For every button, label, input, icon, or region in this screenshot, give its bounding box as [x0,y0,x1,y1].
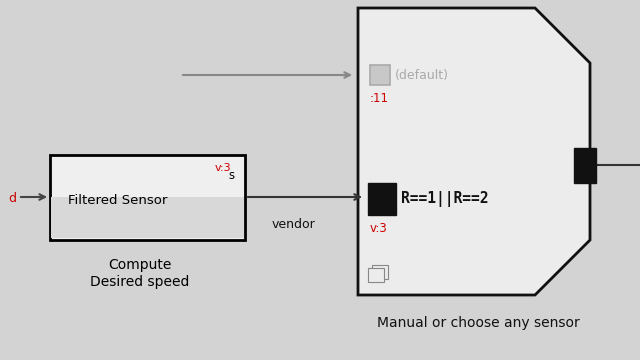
Bar [368,183,396,215]
Text: Filtered Sensor: Filtered Sensor [68,194,168,207]
Text: vendor: vendor [272,218,316,231]
Text: Compute
Desired speed: Compute Desired speed [90,258,189,289]
Text: :11: :11 [370,92,389,105]
Bar [51,197,244,238]
Bar [370,65,390,85]
Text: d: d [8,192,16,204]
Text: v:3: v:3 [215,163,232,173]
Bar [372,265,388,279]
Text: v:3: v:3 [370,222,388,235]
Bar [574,148,596,183]
Polygon shape [358,8,590,295]
Text: R==1||R==2: R==1||R==2 [401,191,488,207]
Text: Manual or choose any sensor: Manual or choose any sensor [376,316,579,330]
Text: s: s [229,169,235,182]
Text: (default): (default) [395,68,449,81]
Bar [50,155,245,240]
Bar [368,268,384,282]
